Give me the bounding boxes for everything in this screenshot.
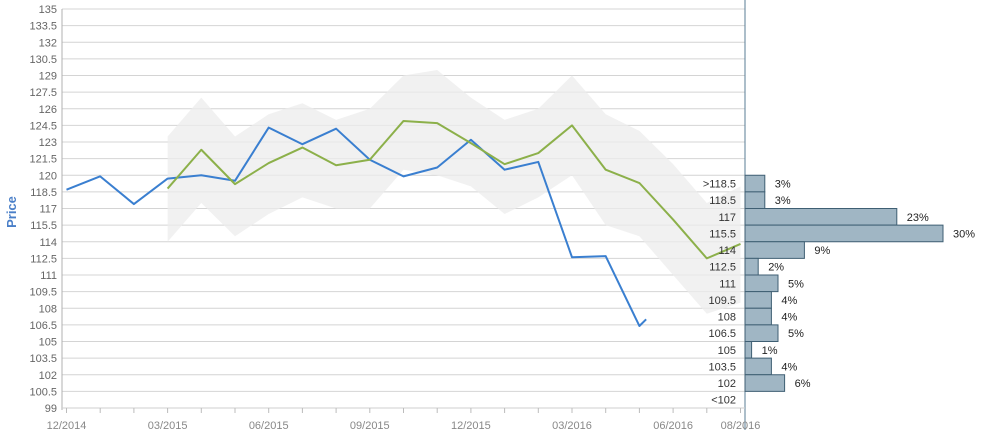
x-tick-label: 06/2016 xyxy=(653,420,693,432)
distribution-histogram: >118.5 3% 118.5 3% 117 23% 115.5 30% 114 9% 112.5 2… xyxy=(703,174,975,407)
y-tick-label: 135 xyxy=(39,4,57,16)
x-tick-label: 06/2015 xyxy=(249,420,289,432)
y-tick-label: 132 xyxy=(39,37,57,49)
distribution-bin-label: 102 xyxy=(718,378,736,390)
y-tick-label: 106.5 xyxy=(29,320,57,332)
distribution-bin-label: 118.5 xyxy=(709,195,736,207)
distribution-bar xyxy=(744,357,772,376)
y-tick-label: 126 xyxy=(39,104,57,116)
distribution-pct-label: 5% xyxy=(788,328,804,340)
distribution-bar xyxy=(744,208,898,226)
x-tick-label: 03/2016 xyxy=(552,420,592,432)
y-axis-tick-labels: 135 133.5 132 130.5 129 127.5 126 124.5 123 121.5… xyxy=(29,4,57,415)
distribution-bar xyxy=(744,324,779,342)
distribution-bar xyxy=(744,307,772,326)
distribution-bin-label: 115.5 xyxy=(709,228,736,240)
distribution-bar xyxy=(744,191,766,209)
distribution-bin-label: 112.5 xyxy=(709,262,736,274)
y-tick-label: 123 xyxy=(39,137,57,149)
y-tick-label: 105 xyxy=(39,337,57,349)
x-axis-tick-labels: 12/2014 03/2015 06/2015 09/2015 12/2015 03/20… xyxy=(47,420,761,432)
y-tick-label: 124.5 xyxy=(29,120,57,132)
y-tick-label: 120 xyxy=(39,170,57,182)
y-tick-label: 108 xyxy=(39,303,57,315)
forecast-range-band xyxy=(167,69,741,314)
y-tick-label: 129 xyxy=(39,71,57,83)
distribution-pct-label: 23% xyxy=(907,212,929,224)
x-tick-label: 12/2014 xyxy=(47,420,87,432)
distribution-bar xyxy=(744,257,759,276)
distribution-bin-label: 105 xyxy=(718,345,736,357)
y-tick-label: 112.5 xyxy=(30,253,57,265)
distribution-pct-label: 2% xyxy=(768,262,784,274)
y-tick-label: 133.5 xyxy=(29,21,57,33)
x-tick-label: 03/2015 xyxy=(148,420,188,432)
distribution-bin-label: >118.5 xyxy=(703,179,736,191)
distribution-pct-label: 5% xyxy=(788,278,804,290)
distribution-bar xyxy=(744,374,786,392)
distribution-bar xyxy=(744,291,772,309)
y-tick-label: 103.5 xyxy=(29,353,57,365)
distribution-pct-label: 9% xyxy=(814,245,830,257)
distribution-bar xyxy=(744,341,753,359)
distribution-pct-label: 4% xyxy=(781,295,797,307)
y-tick-label: 102 xyxy=(39,370,57,382)
y-tick-label: 127.5 xyxy=(29,87,57,99)
forecast-series-line xyxy=(166,119,741,260)
distribution-pct-label: 4% xyxy=(781,312,797,324)
distribution-pct-label: 6% xyxy=(795,378,811,390)
distribution-pct-label: 30% xyxy=(953,228,975,240)
series-lines xyxy=(66,119,741,327)
distribution-pct-label: 4% xyxy=(781,361,797,373)
y-tick-label: 109.5 xyxy=(29,287,57,299)
forecast-range-area xyxy=(167,69,741,314)
distribution-bin-label: 111 xyxy=(719,278,736,290)
distribution-bar xyxy=(744,174,766,193)
distribution-pct-label: 3% xyxy=(775,195,791,207)
distribution-bin-label: 114 xyxy=(718,245,736,257)
x-tick-label: 12/2015 xyxy=(451,420,491,432)
y-axis-title: Price xyxy=(4,196,19,228)
distribution-bar xyxy=(744,224,944,243)
distribution-pct-label: 1% xyxy=(762,345,778,357)
distribution-bin-label: 109.5 xyxy=(708,295,736,307)
y-tick-label: 118.5 xyxy=(30,187,57,199)
distribution-bin-label: 108 xyxy=(718,312,736,324)
distribution-bin-label: 103.5 xyxy=(708,361,736,373)
x-tick-label: 09/2015 xyxy=(350,420,390,432)
y-tick-label: 130.5 xyxy=(29,54,57,66)
y-tick-label: 99 xyxy=(45,403,57,415)
distribution-bin-label: 117 xyxy=(718,212,736,224)
distribution-bin-label: 106.5 xyxy=(708,328,736,340)
y-tick-label: 115.5 xyxy=(30,220,57,232)
y-tick-label: 117 xyxy=(39,204,57,216)
y-tick-label: 111 xyxy=(40,270,57,282)
distribution-bin-label: <102 xyxy=(711,395,736,407)
y-tick-label: 114 xyxy=(39,237,57,249)
distribution-pct-label: 3% xyxy=(775,179,791,191)
y-tick-label: 121.5 xyxy=(29,154,57,166)
distribution-bar xyxy=(744,241,805,259)
x-tick-label: 08/2016 xyxy=(721,420,761,432)
distribution-bar xyxy=(744,274,779,293)
y-tick-label: 100.5 xyxy=(29,386,57,398)
